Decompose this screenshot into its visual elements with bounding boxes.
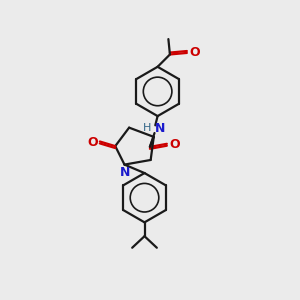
Text: N: N: [120, 166, 130, 179]
Text: H: H: [143, 123, 152, 134]
Text: O: O: [87, 136, 98, 149]
Text: N: N: [154, 122, 165, 135]
Text: O: O: [169, 138, 180, 151]
Text: O: O: [189, 46, 200, 59]
